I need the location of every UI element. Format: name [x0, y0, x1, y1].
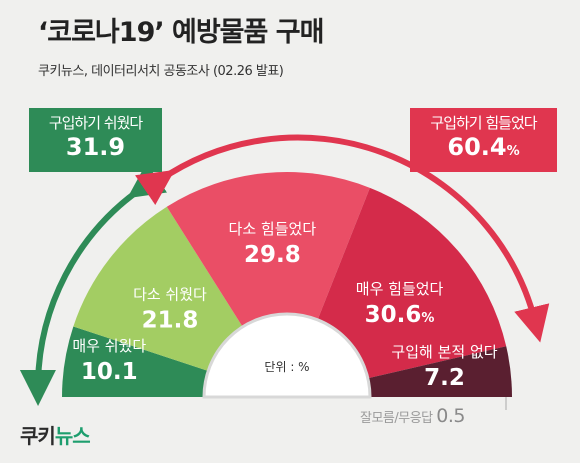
logo-part2: 뉴스 — [54, 424, 91, 448]
no-answer-note: 잘모름/무응답 0.5 — [360, 405, 465, 427]
logo-part1: 쿠키 — [20, 424, 56, 448]
slice-label-2: 다소 쉬웠다 — [133, 286, 207, 304]
hard-summary-unit: % — [506, 144, 520, 159]
chart-center-hole — [202, 312, 372, 399]
chart-subtitle: 쿠키뉴스, 데이터리서치 공동조사 (02.26 발표) — [38, 64, 284, 79]
slice-label-4: 매우 힘들었다 — [356, 280, 444, 298]
slice-value-1: 10.1 — [81, 359, 138, 385]
chart-title: ‘코로나19’ 예방물품 구매 — [38, 17, 324, 48]
hard-summary-value: 60.4 — [447, 133, 507, 161]
slice-value-2: 21.8 — [142, 308, 199, 334]
slice-label-3: 다소 힘들었다 — [229, 220, 317, 238]
kuki-news-logo: 쿠키뉴스 — [20, 420, 91, 449]
slice-label-1: 매우 쉬웠다 — [72, 337, 146, 355]
slice-3 — [166, 172, 370, 397]
hard-arrow — [134, 134, 550, 343]
easy-summary-box: 구입하기 쉬웠다 31.9 — [29, 108, 162, 172]
slice-value-unit-4: % — [421, 311, 434, 326]
easy-summary-label: 구입하기 쉬웠다 — [48, 114, 143, 132]
hard-summary-label: 구입하기 힘들었다 — [430, 114, 537, 132]
slice-value-4: 30.6% — [365, 302, 435, 328]
hard-summary-value-row: 60.4% — [410, 133, 557, 166]
unit-label: 단위 : % — [264, 360, 309, 374]
no-answer-value: 0.5 — [436, 405, 465, 427]
easy-summary-value: 31.9 — [65, 133, 126, 161]
slice-label-5: 구입해 본적 없다 — [391, 343, 497, 361]
hard-summary-box: 구입하기 힘들었다 60.4% — [410, 108, 557, 172]
slice-value-5: 7.2 — [424, 365, 465, 391]
slice-value-3: 29.8 — [244, 242, 301, 268]
easy-arrow — [19, 162, 168, 406]
no-answer-label: 잘모름/무응답 — [360, 411, 433, 426]
